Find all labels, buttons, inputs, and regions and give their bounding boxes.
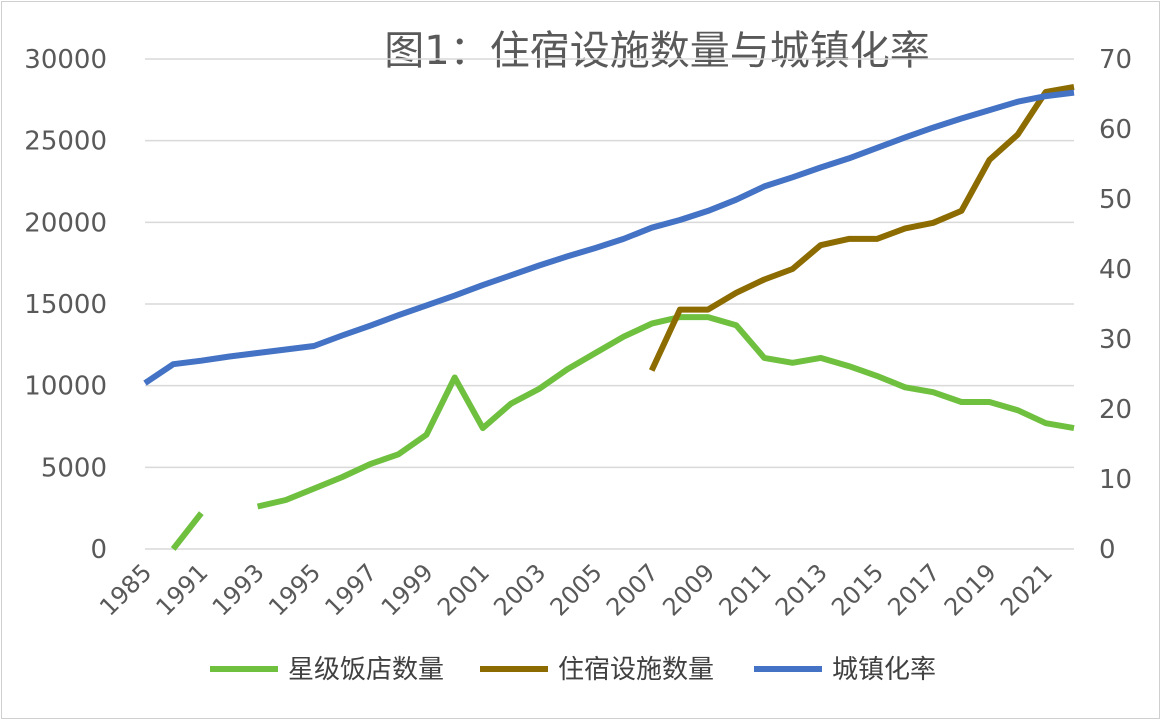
left-y-tick-label: 0 [90,535,107,565]
legend-label: 星级饭店数量 [288,655,444,685]
x-tick-label: 2011 [714,558,777,621]
x-tick-label: 2021 [995,558,1058,621]
x-tick-label: 1985 [94,558,157,621]
left-y-tick-label: 25000 [24,127,107,157]
x-tick-label: 2015 [826,558,889,621]
x-tick-label: 2017 [882,558,945,621]
x-tick-label: 1993 [207,558,270,621]
gridlines [145,58,1074,550]
left-y-tick-label: 10000 [24,372,107,402]
right-y-tick-label: 70 [1099,45,1132,75]
series-lines [143,84,1075,551]
chart-title: 图1：住宿设施数量与城镇化率 [384,28,929,74]
right-y-tick-label: 10 [1099,465,1132,495]
right-y-tick-label: 60 [1099,115,1132,145]
x-tick-label: 2019 [939,558,1002,621]
legend-label: 城镇化率 [832,655,936,685]
x-tick-label: 1991 [151,558,214,621]
right-y-tick-label: 0 [1099,535,1116,565]
right-y-tick-label: 40 [1099,255,1132,285]
left-y-axis: 0 5000 10000 15000 20000 25000 30000 [24,45,107,565]
x-axis: 1985199119931995199719992001200320052007… [94,558,1058,621]
x-tick-label: 2001 [432,558,495,621]
series-line-星级饭店数量 [170,314,1075,551]
right-y-tick-label: 30 [1099,325,1132,355]
x-tick-label: 2013 [770,558,833,621]
right-y-axis: 0 10 20 30 40 50 60 70 [1099,45,1132,565]
x-tick-label: 2009 [657,558,720,621]
legend: 星级饭店数量 住宿设施数量 城镇化率 [210,655,936,685]
right-y-tick-label: 50 [1099,185,1132,215]
x-tick-label: 1999 [376,558,439,621]
left-y-tick-label: 5000 [41,453,107,483]
right-y-tick-label: 20 [1099,395,1132,425]
left-y-tick-label: 20000 [24,208,107,238]
x-tick-label: 2003 [488,558,551,621]
series-line-住宿设施数量 [648,84,1075,372]
left-y-tick-label: 30000 [24,45,107,75]
x-tick-label: 1995 [263,558,326,621]
legend-label: 住宿设施数量 [558,655,714,685]
series-line-城镇化率 [143,89,1075,386]
x-tick-label: 1997 [319,558,382,621]
left-y-tick-label: 15000 [24,290,107,320]
x-tick-label: 2007 [601,558,664,621]
x-tick-label: 2005 [545,558,608,621]
